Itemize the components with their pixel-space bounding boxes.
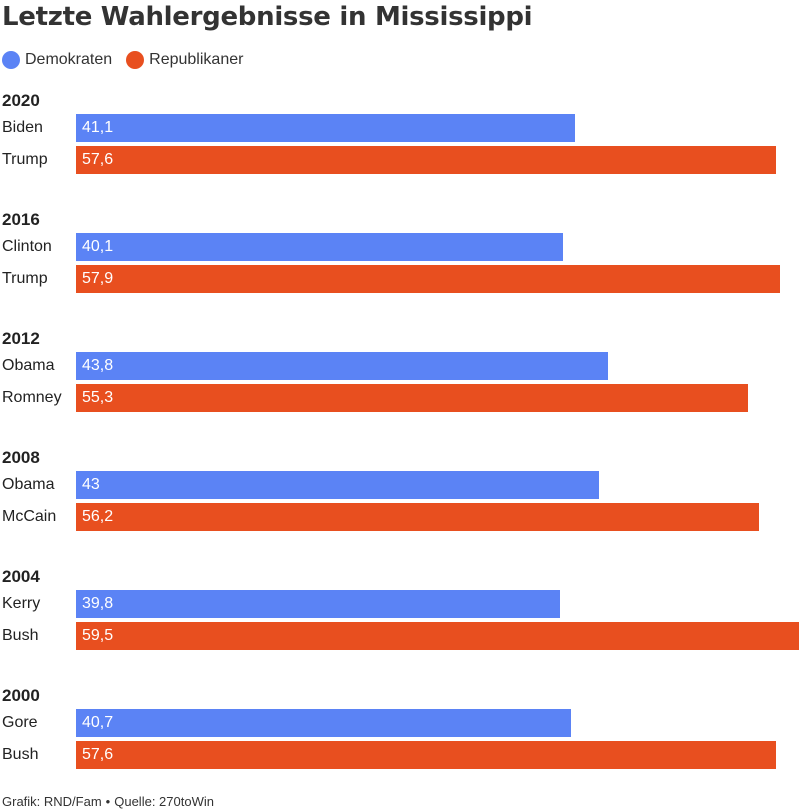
- year-group: 2004 Kerry 39,8 Bush 59,5: [0, 567, 800, 655]
- bar-row: McCain 56,2: [0, 503, 800, 531]
- candidate-label: Bush: [2, 627, 39, 644]
- year-group: 2020 Biden 41,1 Trump 57,6: [0, 91, 800, 179]
- bar-row: Bush 59,5: [0, 622, 800, 650]
- candidate-label: Romney: [2, 389, 62, 406]
- bar-value-label: 43,8: [82, 357, 114, 374]
- year-group: 2008 Obama 43 McCain 56,2: [0, 448, 800, 536]
- candidate-label: Clinton: [2, 238, 52, 255]
- bar-value-label: 43: [82, 476, 100, 493]
- year-label: 2012: [2, 329, 40, 348]
- bar-value-label: 41,1: [82, 119, 114, 136]
- legend: Demokraten Republikaner: [2, 50, 257, 70]
- footer-source: Quelle: 270toWin: [114, 794, 214, 809]
- bar-value-label: 59,5: [82, 627, 114, 644]
- candidate-label: Trump: [2, 151, 48, 168]
- year-label: 2008: [2, 448, 40, 467]
- bar-row: Clinton 40,1: [0, 233, 800, 261]
- legend-item-dem: Demokraten: [2, 51, 112, 69]
- year-label: 2016: [2, 210, 40, 229]
- candidate-label: Kerry: [2, 595, 41, 612]
- chart-title: Letzte Wahlergebnisse in Mississippi: [2, 2, 533, 32]
- bar-row: Trump 57,9: [0, 265, 800, 293]
- candidate-label: Bush: [2, 746, 39, 763]
- candidate-label: Obama: [2, 476, 55, 493]
- bar-value-label: 56,2: [82, 508, 114, 525]
- bar-value-label: 55,3: [82, 389, 114, 406]
- bar-row: Gore 40,7: [0, 709, 800, 737]
- bar-value-label: 57,9: [82, 270, 114, 287]
- bar-row: Kerry 39,8: [0, 590, 800, 618]
- bar-row: Biden 41,1: [0, 114, 800, 142]
- legend-label-dem: Demokraten: [25, 51, 113, 68]
- bar-value-label: 39,8: [82, 595, 114, 612]
- bar-row: Trump 57,6: [0, 146, 800, 174]
- legend-swatch-rep: [126, 51, 145, 69]
- bar-row: Obama 43,8: [0, 352, 800, 380]
- bar-row: Obama 43: [0, 471, 800, 499]
- year-label: 2020: [2, 91, 40, 110]
- bar-dem: [76, 114, 575, 142]
- bar-value-label: 57,6: [82, 746, 114, 763]
- candidate-label: Obama: [2, 357, 55, 374]
- bar-rep: [76, 622, 799, 650]
- bar-rep: [76, 741, 776, 769]
- bar-dem: [76, 709, 571, 737]
- legend-item-rep: Republikaner: [126, 51, 243, 69]
- footer-separator: •: [105, 794, 111, 809]
- bar-row: Romney 55,3: [0, 384, 800, 412]
- year-group: 2000 Gore 40,7 Bush 57,6: [0, 686, 800, 774]
- bar-row: Bush 57,6: [0, 741, 800, 769]
- candidate-label: Gore: [2, 714, 38, 731]
- year-group: 2016 Clinton 40,1 Trump 57,9: [0, 210, 800, 298]
- bar-dem: [76, 590, 560, 618]
- legend-label-rep: Republikaner: [149, 51, 244, 68]
- legend-swatch-dem: [2, 51, 20, 69]
- bar-value-label: 40,1: [82, 238, 114, 255]
- year-label: 2004: [2, 567, 40, 586]
- bar-dem: [76, 471, 599, 499]
- bar-rep: [76, 384, 748, 412]
- candidate-label: Biden: [2, 119, 43, 136]
- bar-rep: [76, 265, 780, 293]
- bar-rep: [76, 503, 759, 531]
- footer-credit: Grafik: RND/Fam: [2, 794, 102, 809]
- bar-value-label: 57,6: [82, 151, 114, 168]
- year-label: 2000: [2, 686, 40, 705]
- bar-dem: [76, 352, 608, 380]
- candidate-label: McCain: [2, 508, 57, 525]
- bar-rep: [76, 146, 776, 174]
- year-group: 2012 Obama 43,8 Romney 55,3: [0, 329, 800, 417]
- bar-value-label: 40,7: [82, 714, 114, 731]
- candidate-label: Trump: [2, 270, 48, 287]
- bar-dem: [76, 233, 563, 261]
- footer: Grafik: RND/Fam • Quelle: 270toWin: [2, 794, 214, 809]
